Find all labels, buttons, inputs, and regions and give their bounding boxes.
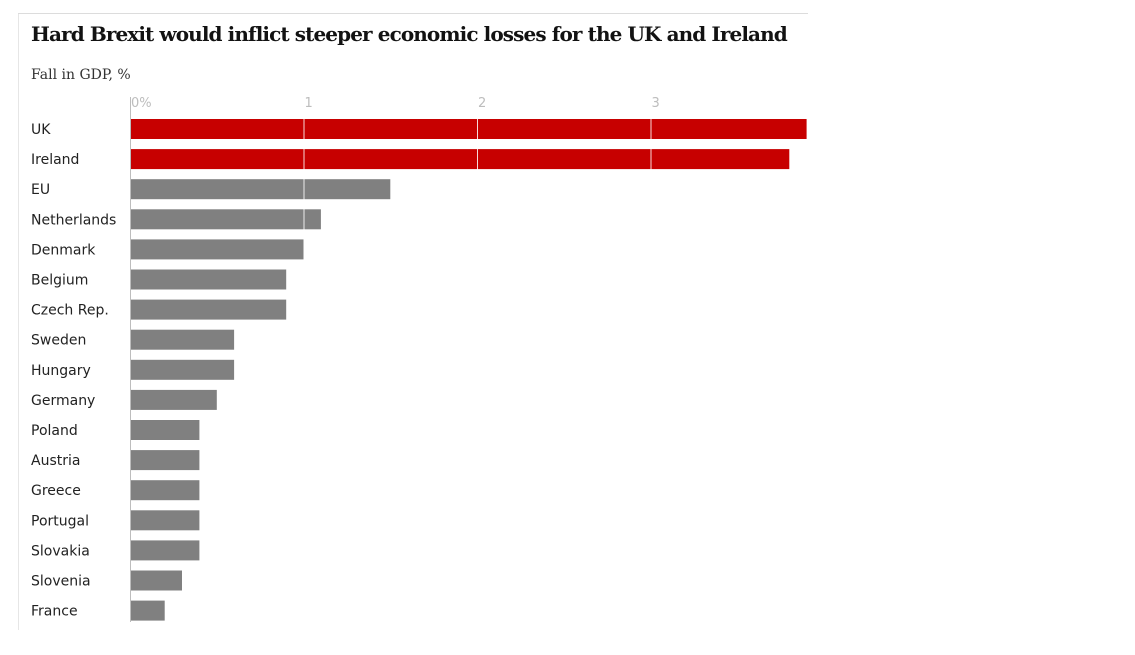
category-label-uk: UK: [31, 122, 51, 138]
grid-layer: [130, 97, 652, 622]
category-label-slovenia: Slovenia: [31, 574, 91, 590]
bar-ireland: [130, 149, 790, 170]
category-label-eu: EU: [31, 182, 50, 198]
category-label-netherlands: Netherlands: [31, 212, 116, 228]
left-rule: [18, 14, 19, 630]
bar-belgium: [130, 269, 287, 290]
category-label-czech-rep: Czech Rep.: [31, 303, 109, 319]
bar-sweden: [130, 329, 235, 350]
bar-slovakia: [130, 540, 200, 561]
bar-poland: [130, 420, 200, 440]
category-label-sweden: Sweden: [31, 333, 86, 349]
category-label-belgium: Belgium: [31, 273, 88, 289]
bar-denmark: [130, 239, 304, 260]
category-label-austria: Austria: [31, 453, 80, 469]
top-rule: [18, 13, 808, 14]
tick-labels: 0% 1 2 3: [131, 96, 660, 111]
tick-label-0: 0%: [131, 96, 152, 111]
category-label-poland: Poland: [31, 423, 78, 439]
category-label-ireland: Ireland: [31, 152, 79, 168]
bar-slovenia: [130, 570, 182, 591]
bar-germany: [130, 389, 217, 410]
bar-netherlands: [130, 209, 321, 230]
bars-layer: [130, 119, 807, 621]
bar-austria: [130, 450, 200, 471]
tick-label-2: 2: [478, 96, 486, 111]
bar-czech-rep: [130, 299, 287, 320]
category-label-hungary: Hungary: [31, 363, 91, 379]
category-label-france: France: [31, 604, 78, 620]
bar-greece: [130, 480, 200, 501]
category-label-greece: Greece: [31, 483, 81, 499]
category-label-denmark: Denmark: [31, 242, 96, 258]
category-label-slovakia: Slovakia: [31, 543, 90, 559]
tick-label-3: 3: [652, 96, 660, 111]
category-label-germany: Germany: [31, 393, 95, 409]
tick-label-1: 1: [305, 96, 313, 111]
category-label-portugal: Portugal: [31, 513, 89, 529]
chart-title: Hard Brexit would inflict steeper econom…: [31, 22, 788, 46]
category-labels: UK Ireland EU Netherlands Denmark Belgium Czec…: [31, 122, 116, 620]
bar-eu: [130, 179, 391, 200]
bar-france: [130, 600, 165, 621]
bar-portugal: [130, 510, 200, 531]
bar-hungary: [130, 359, 235, 380]
bar-uk: [130, 119, 807, 139]
chart-subtitle: Fall in GDP, %: [31, 67, 131, 83]
